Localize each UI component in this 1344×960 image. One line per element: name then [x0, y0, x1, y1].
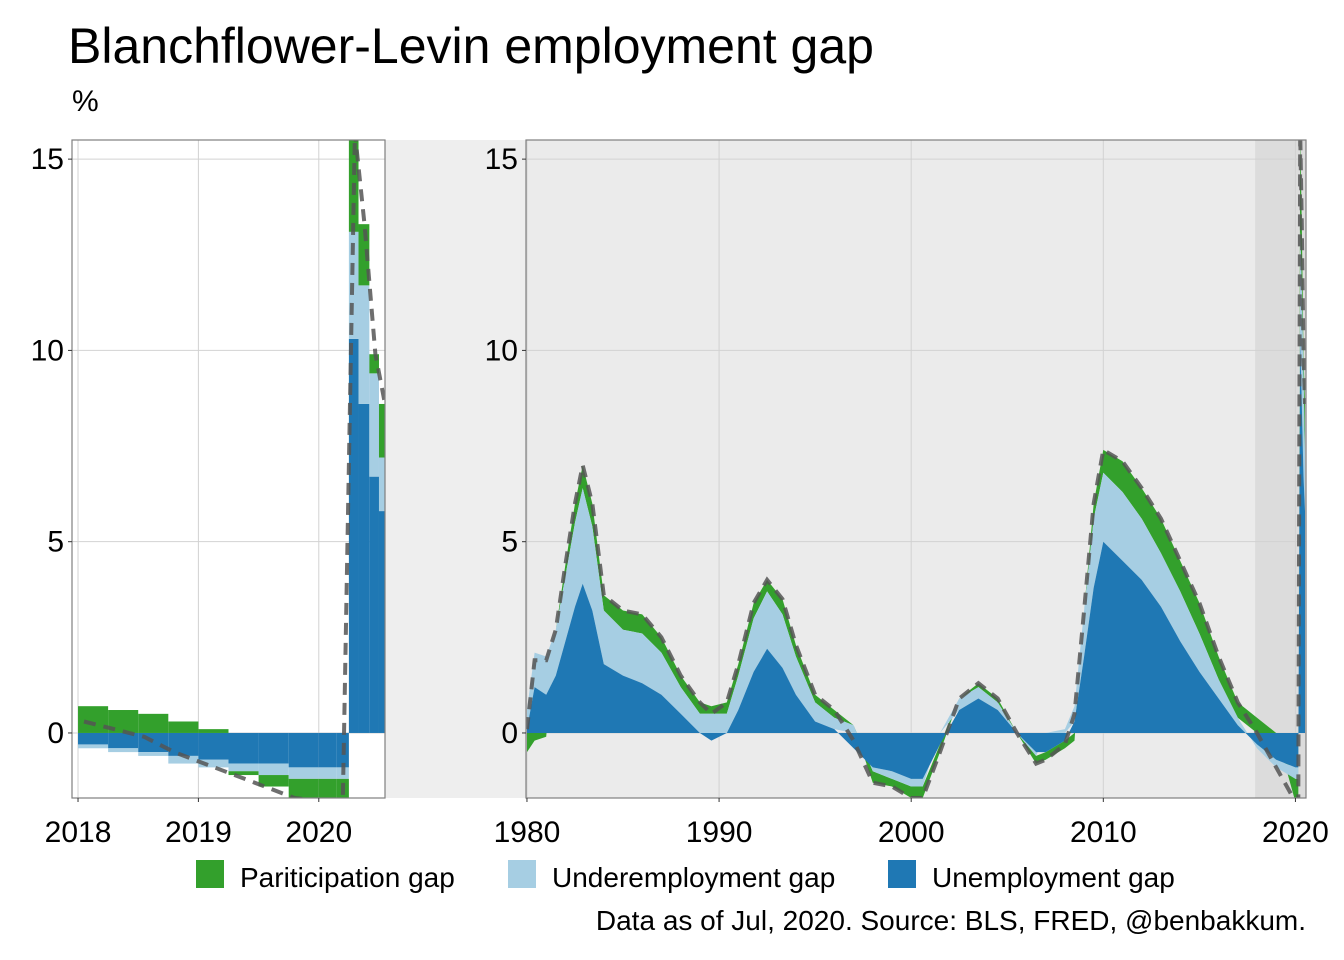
- x-tick-label: 2020: [1262, 816, 1329, 849]
- participation-gap-bar: [378, 403, 385, 458]
- underemployment-legend-label: Underemployment gap: [552, 862, 835, 893]
- participation-gap-bar: [228, 771, 259, 776]
- x-tick-label: 2018: [45, 816, 112, 849]
- participation-gap-bar: [288, 778, 319, 798]
- participation-gap-bar: [258, 775, 289, 787]
- participation-gap-bar: [358, 224, 370, 286]
- x-tick-label: 2010: [1070, 816, 1137, 849]
- panel-background: [72, 140, 385, 798]
- underemployment-gap-bar: [198, 759, 229, 768]
- unemployment-legend-label: Unemployment gap: [932, 862, 1175, 893]
- underemployment-gap-bar: [258, 763, 289, 776]
- underemployment-gap-bar: [358, 285, 370, 404]
- plot-area: [78, 140, 385, 798]
- underemployment-gap-bar: [168, 755, 199, 764]
- zoom-connector: [385, 140, 526, 798]
- unemployment-legend-swatch: [888, 860, 916, 888]
- unemployment-gap-bar: [318, 732, 337, 768]
- underemployment-gap-bar: [228, 763, 259, 772]
- y-tick-label: 10: [31, 334, 64, 367]
- underemployment-gap-bar: [318, 767, 337, 779]
- x-tick-label: 2019: [165, 816, 232, 849]
- y-tick-label: 15: [31, 143, 64, 176]
- underemployment-gap-bar: [78, 744, 109, 749]
- y-tick-label: 5: [47, 526, 64, 559]
- full-history-panel: 0 5 10 15 1980 1990 2000 2010 2020: [485, 139, 1329, 849]
- underemployment-legend-swatch: [508, 860, 536, 888]
- underemployment-gap-bar: [369, 373, 379, 477]
- unemployment-gap-bar: [348, 338, 359, 733]
- zoom-connector-shape: [385, 140, 526, 798]
- participation-gap-bar: [198, 729, 229, 733]
- unemployment-gap-bar: [258, 732, 289, 764]
- unemployment-gap-bar: [369, 476, 379, 733]
- panel-frame: [71, 139, 386, 799]
- unemployment-gap-bar: [358, 403, 370, 733]
- participation-legend-label: Pariticipation gap: [240, 862, 455, 893]
- panel-frame: [525, 139, 1307, 799]
- participation-gap-bar: [78, 706, 109, 733]
- unemployment-gap-bar: [288, 732, 319, 768]
- x-tick-label: 2020: [285, 816, 352, 849]
- underemployment-gap-bar: [378, 457, 385, 512]
- x-tick-label: 1980: [494, 816, 561, 849]
- total-gap-dashed-line: [83, 140, 385, 798]
- y-unit-label: %: [72, 85, 99, 118]
- chart-title: Blanchflower-Levin employment gap: [68, 18, 874, 74]
- underemployment-gap-bar: [288, 767, 319, 779]
- plot-area: [526, 140, 1306, 798]
- unemployment-gap-bar: [198, 732, 229, 760]
- unemployment-gap-bar: [168, 732, 199, 756]
- underemployment-gap-bar: [138, 752, 169, 756]
- zoom-highlight-band: [1255, 140, 1306, 798]
- underemployment-gap-bar: [108, 748, 139, 753]
- participation-gap-bar: [168, 721, 199, 733]
- zoom-panel: 0 5 10 15 2018 2019 2020: [31, 139, 386, 849]
- participation-gap-bar: [318, 778, 337, 798]
- legend: Pariticipation gap Underemployment gap Une…: [196, 860, 1175, 893]
- y-tick-label: 0: [47, 717, 64, 750]
- participation-legend-swatch: [196, 860, 224, 888]
- participation-gap-bar: [138, 713, 169, 733]
- y-tick-label: 5: [501, 526, 518, 559]
- participation-gap-bar: [369, 354, 379, 374]
- x-tick-label: 2000: [878, 816, 945, 849]
- y-tick-label: 10: [485, 334, 518, 367]
- source-caption: Data as of Jul, 2020. Source: BLS, FRED,…: [596, 905, 1306, 936]
- x-tick-label: 1990: [686, 816, 753, 849]
- participation-gap-bar: [108, 710, 139, 733]
- y-tick-label: 15: [485, 143, 518, 176]
- y-tick-label: 0: [501, 717, 518, 750]
- unemployment-gap-bar: [108, 732, 139, 749]
- unemployment-gap-bar: [378, 511, 385, 733]
- unemployment-gap-area: [527, 338, 1305, 779]
- unemployment-gap-bar: [78, 732, 109, 745]
- unemployment-gap-bar: [228, 732, 259, 764]
